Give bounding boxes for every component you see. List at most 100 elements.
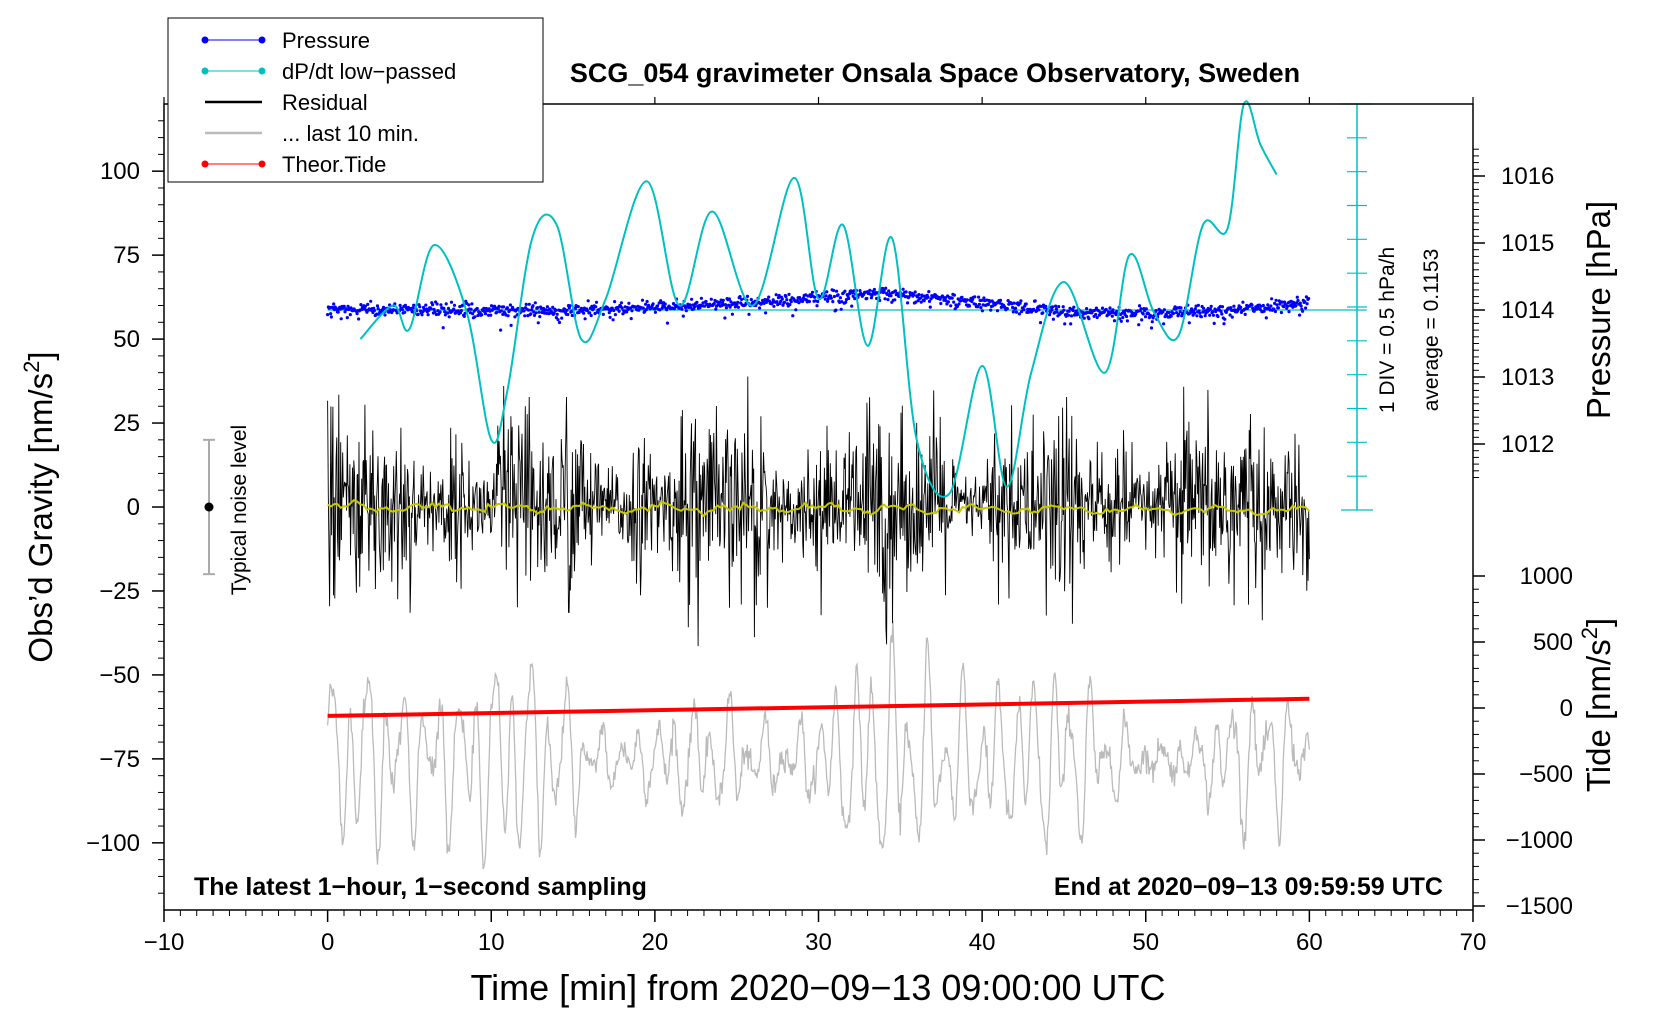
pressure-point	[529, 312, 533, 316]
pressure-point	[807, 299, 812, 304]
pressure-point	[328, 305, 332, 310]
pressure-point	[1279, 310, 1283, 315]
pressure-point	[1212, 321, 1216, 325]
noise-label: Typical noise level	[228, 425, 251, 595]
pressure-point	[1038, 321, 1043, 325]
pressure-point	[452, 303, 457, 307]
pressure-point	[1270, 297, 1274, 301]
pressure-point	[589, 313, 593, 318]
pressure-point	[1104, 307, 1108, 312]
pressure-point	[1273, 309, 1277, 314]
pressure-point	[418, 305, 422, 309]
pressure-point	[1063, 322, 1067, 326]
pressure-point	[1269, 304, 1273, 308]
pressure-point	[847, 296, 851, 301]
pressure-point	[1272, 307, 1276, 311]
pressure-point	[882, 289, 886, 293]
bottom-right-note: End at 2020−09−13 09:59:59 UTC	[1054, 873, 1443, 901]
pressure-point	[1169, 314, 1173, 318]
y-tick-label: 25	[113, 410, 140, 437]
scale-label: 1 DIV = 0.5 hPa/h	[1376, 247, 1399, 413]
pressure-tick-label: 1014	[1501, 297, 1554, 324]
pressure-point	[1075, 311, 1080, 315]
pressure-point	[823, 297, 827, 301]
pressure-point	[586, 299, 590, 303]
pressure-point	[1220, 312, 1224, 316]
pressure-point	[594, 300, 599, 304]
y-tick-label: 50	[113, 326, 140, 353]
pressure-point	[620, 306, 624, 310]
pressure-point	[1287, 310, 1291, 314]
pressure-point	[555, 312, 559, 316]
pressure-point	[782, 300, 787, 304]
pressure-point	[1304, 306, 1308, 310]
pressure-point	[1100, 306, 1105, 310]
pressure-point	[1144, 307, 1148, 311]
pressure-point	[1275, 303, 1279, 307]
pressure-point	[1044, 304, 1048, 308]
tide-tick-label: −500	[1519, 761, 1573, 788]
pressure-point	[832, 294, 837, 299]
x-tick-label: 40	[969, 929, 996, 956]
legend-marker	[258, 160, 266, 168]
pressure-point	[536, 306, 540, 310]
pressure-point	[1295, 295, 1299, 299]
pressure-point	[613, 300, 617, 304]
pressure-point	[718, 301, 722, 305]
pressure-point	[736, 300, 740, 304]
legend-label: Theor.Tide	[282, 152, 386, 177]
pressure-point	[1229, 306, 1233, 310]
pressure-point	[1214, 308, 1219, 312]
pressure-point	[505, 306, 509, 310]
pressure-point	[376, 307, 380, 311]
pressure-point	[979, 306, 983, 310]
pressure-point	[960, 295, 964, 299]
pressure-point	[1050, 308, 1054, 312]
pressure-point	[943, 296, 948, 300]
pressure-point	[433, 310, 437, 314]
pressure-point	[775, 300, 779, 304]
pressure-point	[629, 317, 633, 321]
pressure-point	[826, 299, 830, 303]
pressure-point	[779, 299, 783, 303]
pressure-point	[712, 301, 716, 306]
pressure-point	[1085, 310, 1089, 315]
y-axis-label-gravity: Obs’d Gravity [nm/s2]	[19, 351, 59, 662]
pressure-point	[724, 306, 729, 310]
pressure-point	[496, 307, 500, 311]
pressure-point	[1037, 308, 1041, 312]
legend-marker	[201, 36, 209, 44]
pressure-point	[702, 304, 707, 308]
x-tick-label: 0	[321, 929, 334, 956]
legend-box	[167, 17, 544, 183]
pressure-point	[747, 312, 751, 316]
pressure-point	[383, 313, 387, 317]
pressure-point	[868, 288, 872, 292]
pressure-point	[536, 321, 540, 325]
series-residual-smoothed	[327, 499, 1311, 518]
pressure-point	[1223, 317, 1227, 321]
pressure-point	[1296, 298, 1300, 303]
pressure-point	[1011, 305, 1015, 310]
pressure-point	[452, 307, 456, 311]
pressure-point	[1048, 313, 1052, 317]
pressure-point	[840, 300, 844, 304]
pressure-point	[1305, 302, 1309, 306]
pressure-point	[831, 300, 835, 304]
pressure-point	[1291, 300, 1296, 304]
pressure-point	[1250, 303, 1254, 307]
pressure-point	[499, 328, 503, 332]
pressure-point	[865, 296, 869, 301]
pressure-point	[1082, 316, 1086, 320]
pressure-point	[1262, 309, 1266, 313]
pressure-point	[372, 308, 376, 313]
pressure-point	[483, 312, 488, 316]
pressure-point	[917, 293, 921, 297]
legend-marker	[201, 67, 209, 75]
pressure-point	[1111, 308, 1115, 312]
pressure-point	[532, 313, 537, 317]
pressure-point	[1162, 322, 1166, 326]
pressure-point	[594, 305, 598, 309]
pressure-point	[912, 293, 916, 297]
pressure-point	[1154, 309, 1158, 313]
